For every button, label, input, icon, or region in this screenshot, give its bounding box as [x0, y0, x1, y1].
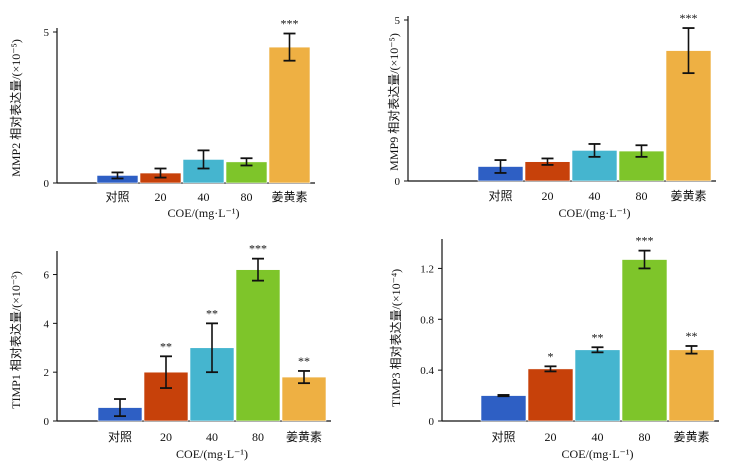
x-tick-label: 对照: [108, 430, 132, 444]
x-tick-label: 姜黄素: [286, 430, 322, 444]
y-axis-label: TIMP1 相对表达量/(×10⁻³): [9, 271, 23, 409]
x-tick-label: 对照: [491, 430, 515, 444]
significance-mark: ***: [636, 234, 654, 248]
x-tick-label: 姜黄素: [670, 189, 706, 203]
x-tick-label: 20: [155, 190, 167, 204]
bar: [268, 46, 311, 184]
x-tick-label: 姜黄素: [673, 430, 709, 444]
significance-mark: **: [160, 339, 172, 353]
y-tick-label: 0.8: [420, 314, 434, 326]
bar: [668, 349, 715, 422]
y-tick-label: 2: [44, 367, 50, 379]
significance-mark: *: [548, 349, 554, 363]
x-tick-label: 40: [206, 430, 218, 444]
y-axis-label: TIMP3 相对表达量/(×10⁻⁴): [389, 269, 403, 407]
y-tick-label: 5: [44, 27, 50, 39]
significance-mark: ***: [281, 17, 299, 31]
y-tick-label: 0: [429, 416, 435, 428]
y-tick-label: 0: [44, 178, 50, 190]
x-tick-label: 姜黄素: [271, 190, 307, 204]
x-tick-label: 40: [198, 190, 210, 204]
significance-mark: **: [686, 329, 698, 343]
x-tick-label: 20: [542, 189, 554, 203]
y-tick-label: 0: [395, 176, 401, 188]
x-tick-label: 对照: [105, 190, 129, 204]
x-axis-label: COE/(mg·L⁻¹): [176, 447, 248, 461]
bar: [574, 349, 621, 422]
y-tick-label: 0.4: [420, 365, 434, 377]
bar: [527, 368, 574, 422]
x-tick-label: 80: [636, 189, 648, 203]
x-axis-label: COE/(mg·L⁻¹): [559, 206, 631, 220]
x-tick-label: 20: [545, 430, 557, 444]
bar: [235, 269, 281, 422]
y-tick-label: 4: [44, 318, 50, 330]
y-axis-label: MMP9 相对表达量/(×10⁻⁵): [387, 33, 401, 171]
x-tick-label: 80: [252, 430, 264, 444]
y-axis-label: MMP2 相对表达量/(×10⁻⁵): [9, 39, 23, 177]
significance-mark: ***: [680, 11, 698, 25]
x-axis-label: COE/(mg·L⁻¹): [562, 447, 634, 461]
x-tick-label: 40: [592, 430, 604, 444]
significance-mark: **: [298, 354, 310, 368]
significance-mark: ***: [249, 242, 267, 256]
y-tick-label: 0: [44, 416, 50, 428]
y-tick-label: 1.2: [420, 263, 434, 275]
x-tick-label: 40: [589, 189, 601, 203]
chart-panel-mmp2: 0 5 MMP2 相对表达量/(×10⁻⁵) 对照 20 40 80 *** 姜黄素 COE/(m…: [9, 17, 315, 220]
x-tick-label: 80: [241, 190, 253, 204]
chart-panel-mmp9: 0 5 MMP9 相对表达量/(×10⁻⁵) 对照 20 40 80 *** 姜黄素 COE/(m…: [387, 11, 716, 220]
bar: [621, 259, 668, 422]
significance-mark: **: [592, 330, 604, 344]
bar: [480, 395, 527, 422]
bar: [281, 376, 327, 422]
significance-mark: **: [206, 306, 218, 320]
x-axis-label: COE/(mg·L⁻¹): [168, 206, 240, 220]
x-tick-label: 20: [160, 430, 172, 444]
x-tick-label: 对照: [488, 189, 512, 203]
x-tick-label: 80: [639, 430, 651, 444]
y-tick-label: 5: [395, 15, 401, 27]
y-tick-label: 6: [44, 270, 50, 282]
chart-panel-timp1: 0 2 4 6 TIMP1 相对表达量/(×10⁻³) 对照 ** 20 ** 40 *** 80 **…: [9, 242, 331, 461]
chart-panel-timp3: 0 0.4 0.8 1.2 TIMP3 相对表达量/(×10⁻⁴) 对照 * 20 ** 40 **…: [389, 234, 719, 461]
